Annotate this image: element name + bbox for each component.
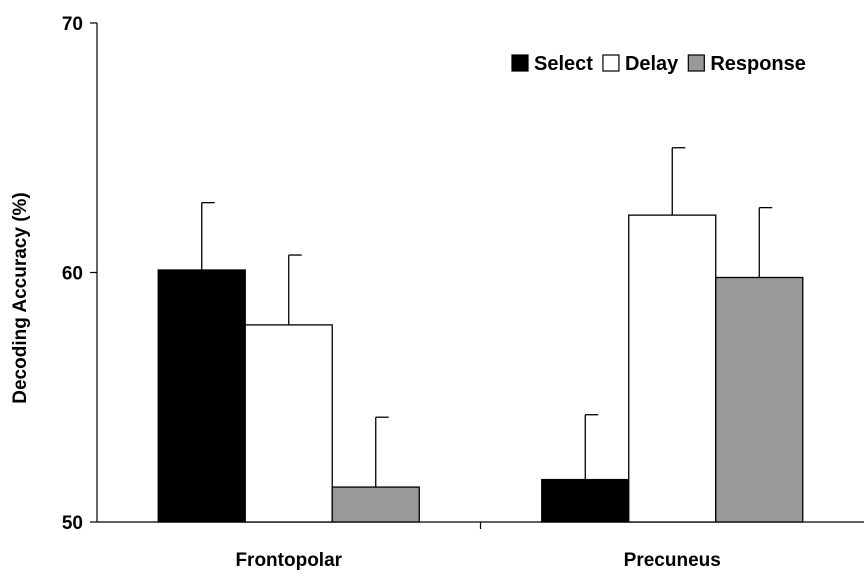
legend: Select Delay Response [511, 53, 806, 75]
bar-response [331, 486, 420, 523]
x-category-label: Frontopolar [235, 550, 342, 571]
y-axis-title: Decoding Accuracy (%) [10, 192, 31, 404]
bar-select [541, 478, 630, 523]
legend-swatch-delay [602, 54, 620, 72]
bar-delay [244, 324, 333, 523]
y-tick-label: 60 [62, 264, 83, 285]
legend-label-delay: Delay [625, 53, 679, 75]
legend-swatch-select [511, 54, 529, 72]
legend-swatch-response [687, 54, 705, 72]
legend-label-select: Select [534, 53, 593, 75]
legend-label-response: Response [710, 53, 806, 75]
bar-delay [628, 214, 717, 523]
y-tick-label: 50 [62, 513, 83, 534]
bar-select [157, 269, 246, 523]
y-tick-label: 70 [62, 14, 83, 35]
x-category-label: Precuneus [624, 550, 721, 571]
plot-area: 50 60 70 Frontopolar Precuneus [62, 14, 864, 571]
bar-response [715, 276, 804, 523]
